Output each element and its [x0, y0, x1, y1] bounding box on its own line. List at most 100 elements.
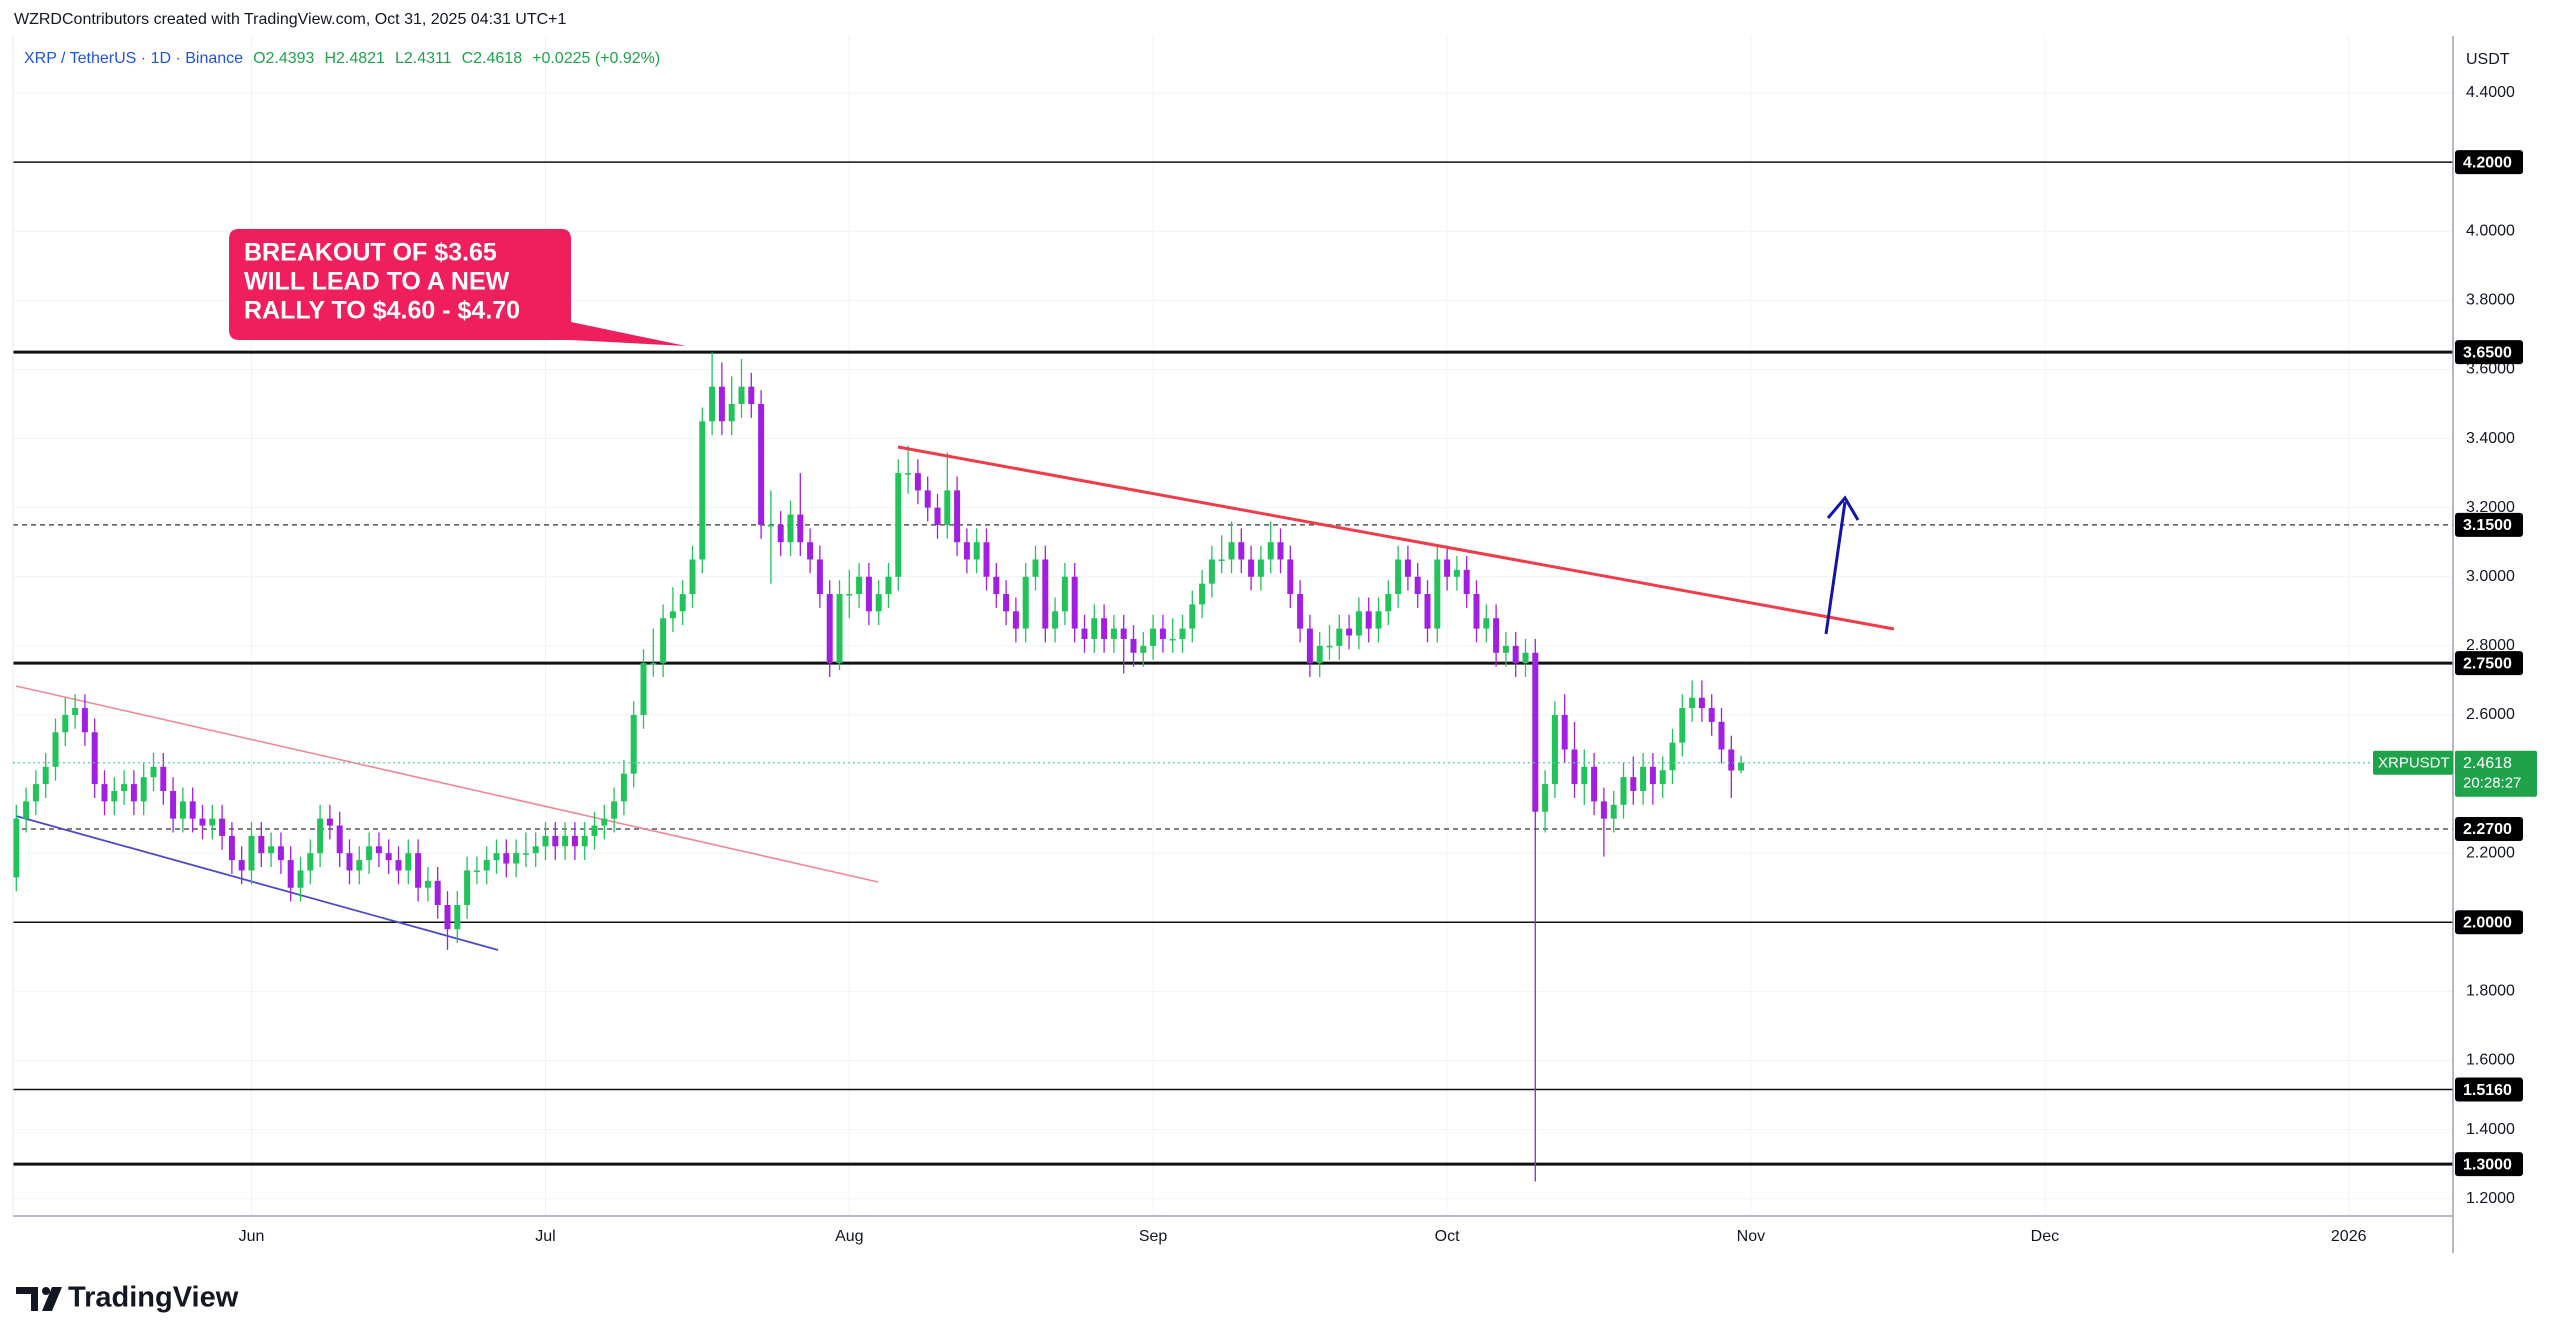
level-label: 2.0000	[2463, 915, 2512, 932]
candle-body	[1679, 708, 1686, 743]
candle-body	[1591, 766, 1598, 802]
candle-body	[1669, 742, 1676, 771]
candle-body	[81, 708, 88, 733]
candle-body	[464, 870, 471, 906]
candle-body	[826, 594, 833, 664]
candle-body	[1375, 611, 1382, 629]
level-label-box	[2455, 651, 2523, 676]
legend-close: C2.4618	[462, 50, 523, 67]
candle-body	[787, 514, 794, 543]
annotation-box	[229, 229, 686, 346]
candle-body	[1218, 559, 1225, 561]
y-axis-unit: USDT	[2466, 51, 2510, 68]
candle-body	[258, 835, 265, 854]
candle-body	[1434, 559, 1441, 629]
candle-body	[709, 386, 716, 422]
y-tick-label: 1.6000	[2466, 1052, 2515, 1069]
candle-body	[846, 594, 853, 596]
candle-body	[170, 790, 177, 819]
candle-body	[1277, 542, 1284, 560]
x-axis: Jun Jul Aug Sep Oct Nov Dec 2026	[239, 1228, 2367, 1245]
candle-body	[228, 835, 235, 861]
candle-body	[562, 835, 569, 847]
logo-slash	[42, 1287, 62, 1311]
candle-body	[552, 835, 559, 847]
candle-body	[1640, 766, 1647, 791]
candle-body	[669, 611, 676, 619]
y-tick-label: 1.4000	[2466, 1121, 2515, 1138]
candle-body	[140, 777, 147, 802]
candle-body	[23, 801, 30, 819]
price-label: 2.4618	[2463, 755, 2512, 772]
candle-body	[1728, 749, 1735, 771]
candle-body	[1630, 777, 1637, 791]
y-tick-label: 3.2000	[2466, 499, 2515, 516]
candle-body	[415, 853, 422, 888]
candle-body	[1306, 628, 1313, 664]
candle-body	[326, 818, 333, 826]
y-axis: 4.4000 4.0000 3.8000 3.6000 3.4000 3.2000 3.00…	[2455, 84, 2523, 1207]
candle-body	[1248, 559, 1255, 577]
upper-channel-line	[15, 685, 879, 883]
candle-body	[1473, 594, 1480, 629]
candle-body	[1581, 766, 1588, 785]
level-label: 4.2000	[2463, 154, 2512, 171]
legend: XRP / TetherUS · 1D · Binance O2.4393 H2.4…	[24, 50, 660, 67]
candle-body	[434, 880, 441, 906]
candle-body	[1610, 804, 1617, 819]
y-tick-label: 2.2000	[2466, 844, 2515, 861]
candle-body	[179, 801, 186, 819]
y-tick-label: 3.0000	[2466, 568, 2515, 585]
candle-body	[1061, 576, 1068, 612]
candle-body	[1512, 645, 1519, 664]
candle-body	[91, 732, 98, 785]
candle-body	[640, 663, 647, 715]
level-label-box	[2455, 150, 2523, 175]
level-label-box	[2455, 817, 2523, 842]
level-label-box	[2455, 340, 2523, 365]
levels	[13, 161, 2453, 1166]
candle-body	[1649, 766, 1656, 785]
candle-body	[1022, 576, 1029, 629]
candle-body	[1718, 721, 1725, 750]
candle-body	[748, 386, 755, 404]
candle-body	[268, 846, 275, 854]
x-tick-label: Aug	[835, 1228, 863, 1245]
candle-body	[885, 576, 892, 595]
candle-body	[1689, 697, 1696, 709]
candle-body	[1698, 697, 1705, 709]
candle-body	[1414, 576, 1421, 595]
candle-body	[660, 618, 667, 664]
x-tick-label: 2026	[2331, 1228, 2367, 1245]
candle-body	[121, 784, 128, 791]
candle-body	[503, 853, 510, 864]
candle-body	[797, 514, 804, 543]
level-label: 1.3000	[2463, 1156, 2512, 1173]
candle-body	[1003, 594, 1010, 612]
candle-body	[1620, 777, 1627, 805]
symbol-label-box	[2373, 750, 2453, 775]
candle-body	[1708, 708, 1715, 722]
candle-body	[856, 576, 863, 595]
candle-body	[317, 818, 324, 854]
logo-dot	[42, 1287, 50, 1295]
candle-body	[699, 421, 706, 560]
candle-body	[630, 714, 637, 774]
candle-body	[807, 542, 814, 560]
candle-body	[199, 818, 206, 826]
legend-high: H2.4821	[324, 50, 385, 67]
y-tick-label: 4.0000	[2466, 222, 2515, 239]
candle-body	[983, 542, 990, 577]
candle-body	[1453, 569, 1460, 577]
y-tick-label: 4.4000	[2466, 84, 2515, 101]
candle-body	[1326, 645, 1333, 648]
candle-body	[777, 524, 784, 543]
candle-body	[1738, 762, 1745, 771]
x-tick-label: Jul	[535, 1228, 555, 1245]
candle-body	[1199, 583, 1206, 605]
level-label: 2.7500	[2463, 655, 2512, 672]
candle-body	[1600, 801, 1607, 819]
